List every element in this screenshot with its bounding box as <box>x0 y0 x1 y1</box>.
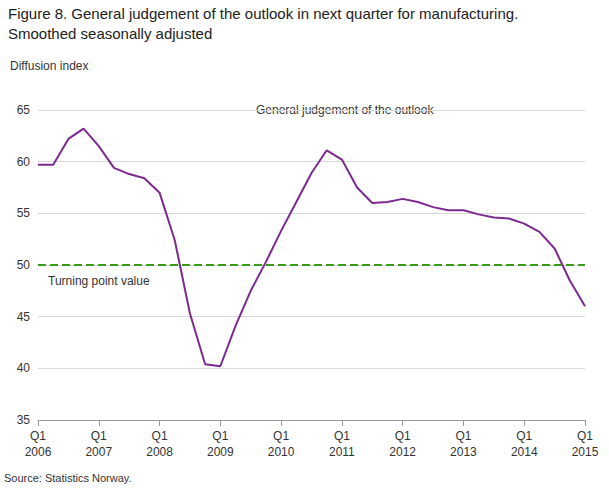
svg-text:Q1: Q1 <box>273 429 289 443</box>
svg-text:2015: 2015 <box>572 445 599 459</box>
svg-text:Smoothed seasonally adjusted: Smoothed seasonally adjusted <box>8 25 212 42</box>
svg-text:55: 55 <box>17 206 31 220</box>
svg-text:Turning point value: Turning point value <box>48 274 150 288</box>
svg-text:Q1: Q1 <box>212 429 228 443</box>
svg-text:2008: 2008 <box>146 445 173 459</box>
svg-text:Q1: Q1 <box>30 429 46 443</box>
svg-text:50: 50 <box>17 258 31 272</box>
svg-text:60: 60 <box>17 155 31 169</box>
svg-text:Q1: Q1 <box>516 429 532 443</box>
svg-text:2009: 2009 <box>207 445 234 459</box>
svg-text:2012: 2012 <box>389 445 416 459</box>
svg-text:65: 65 <box>17 103 31 117</box>
svg-text:Q1: Q1 <box>395 429 411 443</box>
svg-text:General judgement of the outlo: General judgement of the outlook <box>256 103 434 117</box>
svg-text:2010: 2010 <box>268 445 295 459</box>
svg-text:Figure 8. General judgement of: Figure 8. General judgement of the outlo… <box>8 5 518 22</box>
svg-text:Q1: Q1 <box>334 429 350 443</box>
svg-text:2007: 2007 <box>85 445 112 459</box>
svg-text:2011: 2011 <box>329 445 355 459</box>
svg-text:2014: 2014 <box>511 445 538 459</box>
svg-text:Diffusion index: Diffusion index <box>10 59 89 73</box>
svg-text:45: 45 <box>17 310 31 324</box>
svg-text:40: 40 <box>17 361 31 375</box>
svg-text:Q1: Q1 <box>577 429 593 443</box>
svg-text:Q1: Q1 <box>91 429 107 443</box>
svg-text:Q1: Q1 <box>152 429 168 443</box>
svg-text:2013: 2013 <box>450 445 477 459</box>
svg-text:35: 35 <box>17 413 31 427</box>
svg-text:Q1: Q1 <box>455 429 471 443</box>
svg-text:Source: Statistics Norway.: Source: Statistics Norway. <box>4 472 132 484</box>
svg-text:2006: 2006 <box>25 445 52 459</box>
